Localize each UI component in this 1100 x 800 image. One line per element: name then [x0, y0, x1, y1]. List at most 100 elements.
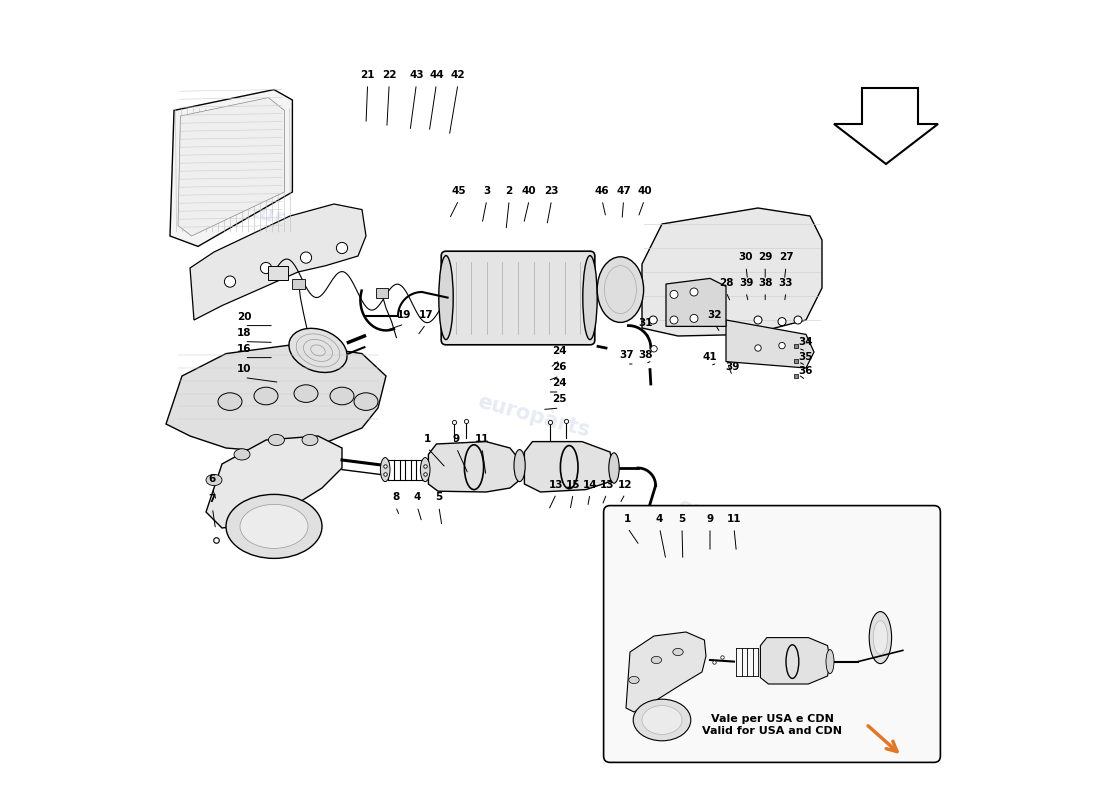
Circle shape	[794, 316, 802, 324]
Text: 31: 31	[638, 318, 652, 328]
Circle shape	[224, 276, 235, 287]
Ellipse shape	[218, 393, 242, 410]
Polygon shape	[726, 320, 814, 368]
Text: europàrts: europàrts	[243, 198, 361, 250]
Text: 24: 24	[552, 378, 567, 388]
Circle shape	[670, 316, 678, 324]
Text: 41: 41	[703, 351, 717, 362]
Text: 17: 17	[419, 310, 433, 320]
Text: 20: 20	[238, 312, 252, 322]
Ellipse shape	[234, 449, 250, 460]
Text: 15: 15	[566, 479, 581, 490]
Bar	[375, 288, 388, 298]
Text: 45: 45	[451, 186, 466, 196]
Text: 25: 25	[552, 394, 567, 404]
Text: 10: 10	[238, 363, 252, 374]
Circle shape	[755, 345, 761, 351]
Text: europàrts: europàrts	[475, 390, 593, 442]
Text: 5: 5	[436, 492, 442, 502]
Text: 42: 42	[451, 70, 465, 80]
Text: 19: 19	[397, 310, 411, 320]
Circle shape	[778, 318, 786, 326]
Text: 46: 46	[595, 186, 609, 196]
Text: 47: 47	[616, 186, 631, 196]
Text: 27: 27	[779, 253, 793, 262]
Text: 1: 1	[624, 514, 631, 524]
Bar	[268, 266, 288, 280]
Text: 26: 26	[552, 362, 567, 372]
Text: 30: 30	[739, 253, 754, 262]
Text: 7: 7	[209, 494, 216, 504]
Text: 13: 13	[549, 479, 563, 490]
Ellipse shape	[240, 504, 308, 549]
Text: 4: 4	[414, 492, 421, 502]
Text: 21: 21	[361, 70, 375, 80]
Ellipse shape	[268, 434, 285, 446]
Text: 6: 6	[209, 474, 216, 484]
Circle shape	[300, 252, 311, 263]
Text: 33: 33	[779, 278, 793, 288]
Ellipse shape	[206, 474, 222, 486]
Text: 43: 43	[409, 70, 424, 80]
Circle shape	[651, 346, 657, 352]
Ellipse shape	[608, 453, 619, 483]
Text: 18: 18	[238, 328, 252, 338]
Text: 12: 12	[618, 479, 632, 490]
Text: europàrts: europàrts	[675, 230, 793, 282]
Ellipse shape	[420, 458, 430, 482]
Ellipse shape	[583, 256, 597, 339]
Ellipse shape	[514, 450, 525, 482]
Circle shape	[690, 288, 698, 296]
Text: 28: 28	[718, 278, 734, 288]
Text: 39: 39	[739, 278, 754, 288]
Text: 22: 22	[382, 70, 396, 80]
Polygon shape	[666, 278, 726, 326]
Text: 24: 24	[552, 346, 567, 356]
Ellipse shape	[302, 434, 318, 446]
Polygon shape	[206, 436, 342, 528]
Text: 2: 2	[506, 186, 513, 196]
Polygon shape	[626, 632, 706, 712]
Circle shape	[670, 290, 678, 298]
Polygon shape	[178, 98, 285, 236]
Text: 9: 9	[706, 514, 714, 524]
Text: 3: 3	[483, 186, 491, 196]
Circle shape	[261, 262, 272, 274]
Text: 11: 11	[475, 434, 490, 444]
FancyBboxPatch shape	[441, 251, 595, 345]
Polygon shape	[642, 208, 822, 336]
Text: 38: 38	[758, 278, 772, 288]
Text: 14: 14	[583, 479, 597, 490]
Ellipse shape	[873, 621, 888, 654]
Ellipse shape	[642, 706, 682, 734]
Ellipse shape	[381, 458, 390, 482]
Ellipse shape	[634, 699, 691, 741]
FancyBboxPatch shape	[604, 506, 940, 762]
Ellipse shape	[226, 494, 322, 558]
Polygon shape	[166, 344, 386, 452]
Text: 1: 1	[424, 434, 431, 444]
Text: 37: 37	[619, 350, 634, 360]
Ellipse shape	[439, 256, 453, 339]
Text: 35: 35	[799, 351, 813, 362]
Ellipse shape	[254, 387, 278, 405]
Text: 38: 38	[638, 350, 652, 360]
Text: 44: 44	[429, 70, 443, 80]
Ellipse shape	[673, 648, 683, 656]
Polygon shape	[525, 442, 614, 492]
Polygon shape	[760, 638, 830, 684]
Text: 4: 4	[656, 514, 663, 524]
Ellipse shape	[651, 656, 661, 664]
Ellipse shape	[289, 328, 348, 373]
Ellipse shape	[330, 387, 354, 405]
Ellipse shape	[354, 393, 378, 410]
Ellipse shape	[629, 676, 639, 683]
Text: 8: 8	[392, 492, 399, 502]
Circle shape	[649, 316, 657, 324]
Ellipse shape	[826, 650, 834, 674]
Text: 36: 36	[799, 366, 813, 376]
Ellipse shape	[869, 611, 892, 664]
Text: Vale per USA e CDN
Valid for USA and CDN: Vale per USA e CDN Valid for USA and CDN	[702, 714, 842, 736]
Polygon shape	[428, 442, 519, 492]
Text: 34: 34	[799, 338, 813, 347]
